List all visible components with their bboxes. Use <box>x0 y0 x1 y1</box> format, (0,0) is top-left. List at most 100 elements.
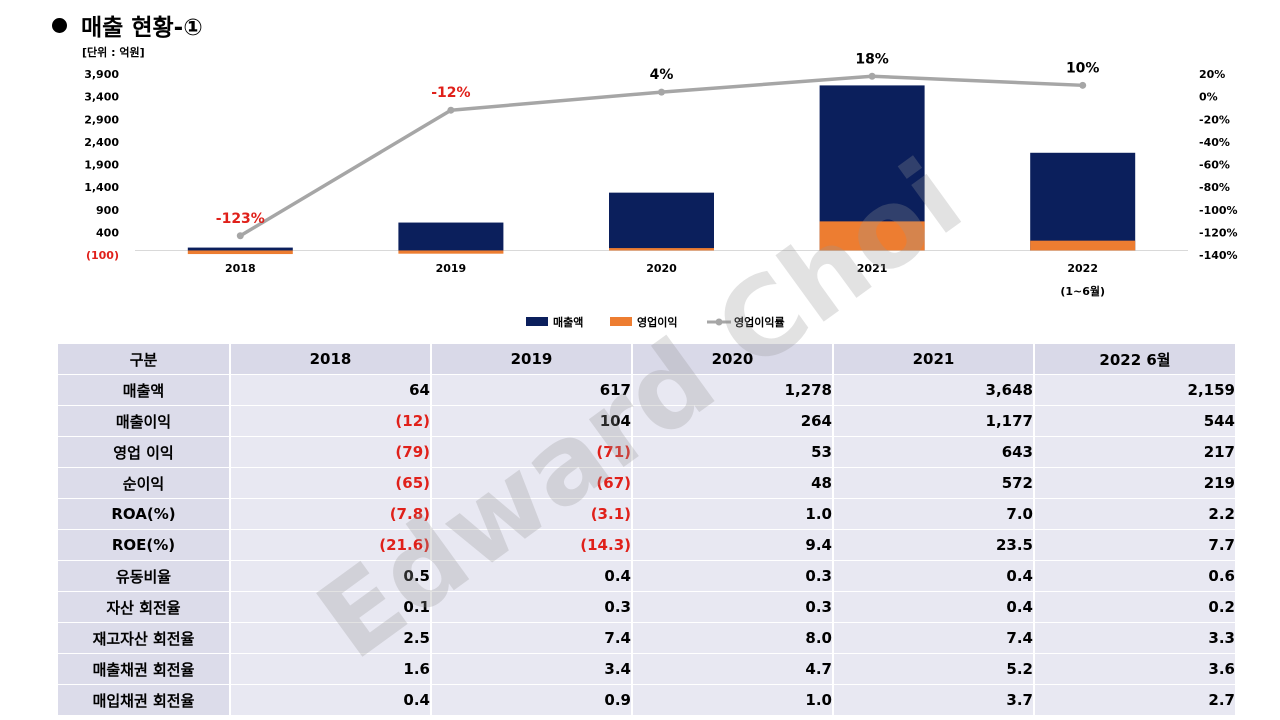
table-cell: 3.6 <box>1034 653 1237 685</box>
y-left-tick-label: 2,900 <box>84 113 119 126</box>
row-label: ROA(%) <box>58 498 231 530</box>
revenue-bar <box>398 222 504 251</box>
y-left-tick-label: 2,400 <box>84 136 119 149</box>
table-cell: 2.5 <box>230 622 432 654</box>
margin-point <box>1079 81 1087 89</box>
table-header-cell: 2020 <box>632 344 834 375</box>
table-row: 자산 회전율 0.1 0.3 0.3 0.4 0.2 <box>58 591 1237 623</box>
y-left-tick-label: 1,900 <box>84 159 119 172</box>
table-cell: 9.4 <box>632 529 834 561</box>
row-label: 영업 이익 <box>58 436 231 468</box>
table-cell: (65) <box>230 467 432 499</box>
operating-profit-bar <box>1030 240 1136 251</box>
x-tick-label: 2021 <box>857 262 888 275</box>
table-header-cell: 2018 <box>230 344 432 375</box>
margin-point <box>868 72 876 80</box>
data-table: 구분 2018 2019 2020 2021 2022 6월 매출액 64 617 1,278 3… <box>58 344 1237 716</box>
table-cell: 3.7 <box>833 684 1035 716</box>
margin-point <box>658 88 665 96</box>
table-cell: 2.2 <box>1034 498 1237 530</box>
table-cell: 3.3 <box>1034 622 1237 654</box>
margin-data-label: 4% <box>650 67 674 83</box>
table-cell: 0.4 <box>431 560 633 592</box>
table-cell: (79) <box>230 436 432 468</box>
table-cell: 1,278 <box>632 374 834 406</box>
table-header-cell: 2022 6월 <box>1034 344 1237 375</box>
table-cell: 1.0 <box>632 498 834 530</box>
table-cell: 572 <box>833 467 1035 499</box>
margin-data-label: 18% <box>855 51 889 67</box>
table-cell: 217 <box>1034 436 1237 468</box>
revenue-bar <box>609 192 714 251</box>
table-cell: 0.6 <box>1034 560 1237 592</box>
table-cell: 219 <box>1034 467 1237 499</box>
table-header-row: 구분 2018 2019 2020 2021 2022 6월 <box>58 344 1237 375</box>
y-right-tick-label: -120% <box>1199 226 1238 239</box>
table-row: ROA(%) (7.8) (3.1) 1.0 7.0 2.2 <box>58 498 1237 530</box>
table-row: 매출이익 (12) 104 264 1,177 544 <box>58 405 1237 437</box>
table-cell: 544 <box>1034 405 1237 437</box>
table-cell: 1.6 <box>230 653 432 685</box>
y-right-tick-label: -20% <box>1199 113 1230 126</box>
table-cell: 0.9 <box>431 684 633 716</box>
table-cell: (3.1) <box>431 498 633 530</box>
table-cell: 4.7 <box>632 653 834 685</box>
table-cell: 0.3 <box>632 560 834 592</box>
legend-line-marker <box>715 318 723 326</box>
row-label: 재고자산 회전율 <box>58 622 231 654</box>
table-cell: 3.4 <box>431 653 633 685</box>
table-cell: (67) <box>431 467 633 499</box>
table-cell: 643 <box>833 436 1035 468</box>
table-cell: 617 <box>431 374 633 406</box>
table-row: 재고자산 회전율 2.5 7.4 8.0 7.4 3.3 <box>58 622 1237 654</box>
y-right-tick-label: 20% <box>1199 68 1225 81</box>
table-cell: 3,648 <box>833 374 1035 406</box>
table-cell: 0.4 <box>833 560 1035 592</box>
page-title: 매출 현황-① <box>52 8 203 42</box>
row-label: 매출채권 회전율 <box>58 653 231 685</box>
table-cell: 1.0 <box>632 684 834 716</box>
table-cell: 104 <box>431 405 633 437</box>
table-row: 유동비율 0.5 0.4 0.3 0.4 0.6 <box>58 560 1237 592</box>
revenue-bar <box>1030 152 1136 251</box>
x-tick-label: 2022 <box>1067 262 1098 275</box>
x-tick-label: (1~6월) <box>1060 284 1105 298</box>
table-header-cell: 구분 <box>58 344 231 375</box>
table-cell: 0.2 <box>1034 591 1237 623</box>
table-row: ROE(%) (21.6) (14.3) 9.4 23.5 7.7 <box>58 529 1237 561</box>
row-label: 유동비율 <box>58 560 231 592</box>
table-cell: 7.4 <box>431 622 633 654</box>
x-tick-label: 2019 <box>436 262 467 275</box>
table-cell: 48 <box>632 467 834 499</box>
y-left-tick-label: 3,400 <box>84 91 119 104</box>
table-cell: 2.7 <box>1034 684 1237 716</box>
table-cell: (12) <box>230 405 432 437</box>
y-right-tick-label: 0% <box>1199 91 1218 104</box>
table-cell: 7.7 <box>1034 529 1237 561</box>
revenue-bar <box>187 247 293 251</box>
row-label: 자산 회전율 <box>58 591 231 623</box>
table-row: 순이익 (65) (67) 48 572 219 <box>58 467 1237 499</box>
table-row: 영업 이익 (79) (71) 53 643 217 <box>58 436 1237 468</box>
table-cell: (14.3) <box>431 529 633 561</box>
y-right-tick-label: -40% <box>1199 136 1230 149</box>
x-tick-label: 2018 <box>225 262 256 275</box>
table-header-cell: 2019 <box>431 344 633 375</box>
margin-data-label: 10% <box>1066 60 1100 76</box>
unit-label: [단위 : 억원] <box>82 46 145 59</box>
margin-point <box>236 232 244 240</box>
margin-data-label: -12% <box>431 85 470 101</box>
bullet-icon <box>52 17 67 33</box>
operating-profit-bar <box>187 250 293 255</box>
y-right-tick-label: -80% <box>1199 181 1230 194</box>
x-tick-label: 2020 <box>646 262 677 275</box>
y-left-tick-label: 400 <box>96 226 119 239</box>
row-label: ROE(%) <box>58 529 231 561</box>
table-cell: 0.5 <box>230 560 432 592</box>
table-cell: 23.5 <box>833 529 1035 561</box>
legend-swatch <box>610 317 632 326</box>
y-left-tick-label: 900 <box>96 204 119 217</box>
operating-profit-bar <box>609 248 714 251</box>
table-cell: 64 <box>230 374 432 406</box>
operating-profit-bar <box>819 221 925 251</box>
